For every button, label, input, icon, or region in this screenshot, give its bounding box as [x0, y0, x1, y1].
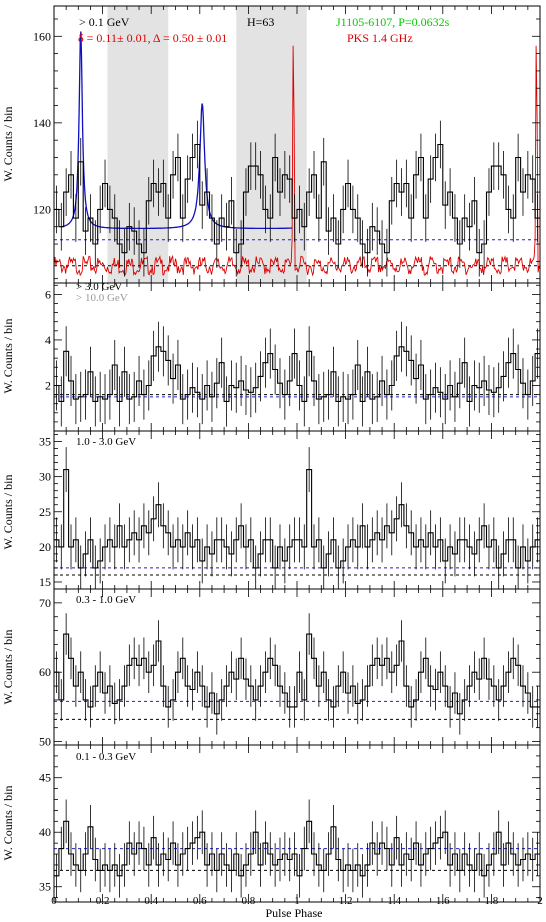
y-tick-label-panel-3: 70 [39, 596, 51, 610]
y-tick-label-panel-4: 45 [39, 771, 51, 785]
y-tick-label-panel-0: 160 [33, 29, 51, 43]
x-tick-label: 1.4 [387, 895, 401, 907]
y-tick-label-panel-1: 4 [45, 333, 51, 347]
y-tick-label-panel-1: 2 [45, 378, 51, 392]
histogram-panel-0 [54, 143, 540, 254]
panel-4-y-axis-label: W. Counts / bin [1, 786, 15, 861]
x-tick-label: 0.6 [193, 895, 207, 907]
x-axis-label: Pulse Phase [266, 906, 323, 920]
x-tick-label: 1 [294, 895, 300, 907]
x-tick-label: 1.6 [436, 895, 450, 907]
x-tick-label: 0 [51, 895, 57, 907]
x-tick-label: 1.8 [485, 895, 499, 907]
y-tick-label-panel-0: 140 [33, 116, 51, 130]
panel-frame-4 [53, 744, 541, 903]
x-tick-label: 1.2 [339, 895, 353, 907]
y-tick-label-panel-4: 35 [39, 880, 51, 894]
panel-0-radio-label: PKS 1.4 GHz [347, 31, 413, 45]
histogram-panel-4 [54, 820, 540, 877]
panel-0-fit-label: δ = 0.11± 0.01, Δ = 0.50 ± 0.01 [78, 31, 227, 45]
panel-0-htest-label: H=63 [247, 15, 274, 29]
x-tick-label: 0.4 [144, 895, 158, 907]
panel-1-y-axis-label: W. Counts / bin [1, 319, 15, 394]
y-tick-label-panel-2: 25 [39, 505, 51, 519]
panels-group: 120 140 160 2 4 6 15 20 25 30 35 50 60 70 35 40 45 0 0.2 0.… [33, 5, 543, 907]
x-tick-label: 0.2 [96, 895, 110, 907]
panel-0-y-axis-label: W. Counts / bin [1, 107, 15, 182]
panel-0-pulsar-label: J1105-6107, P=0.0632s [336, 15, 450, 29]
y-tick-label-panel-3: 60 [39, 665, 51, 679]
panel-3-y-axis-label: W. Counts / bin [1, 630, 15, 705]
panel-0-energy-label: > 0.1 GeV [79, 15, 130, 29]
histogram-panel-2 [54, 469, 540, 569]
histogram-panel-1 [54, 346, 540, 402]
panel-1-energy-label: > 3.0 GeV [76, 281, 122, 293]
y-tick-label-panel-2: 20 [39, 540, 51, 554]
panel-2-energy-label: 1.0 - 3.0 GeV [76, 436, 136, 448]
panel-2-y-axis-label: W. Counts / bin [1, 475, 15, 550]
panel-4-energy-label: 0.1 - 0.3 GeV [76, 751, 136, 763]
y-tick-label-panel-3: 50 [39, 735, 51, 749]
x-tick-label: 2 [537, 895, 543, 907]
shaded-phase-region-1 [236, 6, 307, 283]
panel-3-energy-label: 0.3 - 1.0 GeV [76, 594, 136, 606]
y-tick-label-panel-0: 120 [33, 202, 51, 216]
y-tick-label-panel-1: 6 [45, 287, 51, 301]
panel-frame-2 [53, 430, 541, 590]
y-tick-label-panel-2: 15 [39, 575, 51, 589]
x-tick-label: 0.8 [242, 895, 256, 907]
y-tick-label-panel-4: 40 [39, 825, 51, 839]
y-tick-label-panel-2: 35 [39, 435, 51, 449]
histogram-panel-3 [54, 633, 540, 715]
shaded-phase-region-0 [107, 6, 169, 283]
panel-1-energy-high-label: > 10.0 GeV [76, 292, 128, 304]
y-tick-label-panel-2: 30 [39, 470, 51, 484]
radio-profile-line [53, 45, 541, 277]
